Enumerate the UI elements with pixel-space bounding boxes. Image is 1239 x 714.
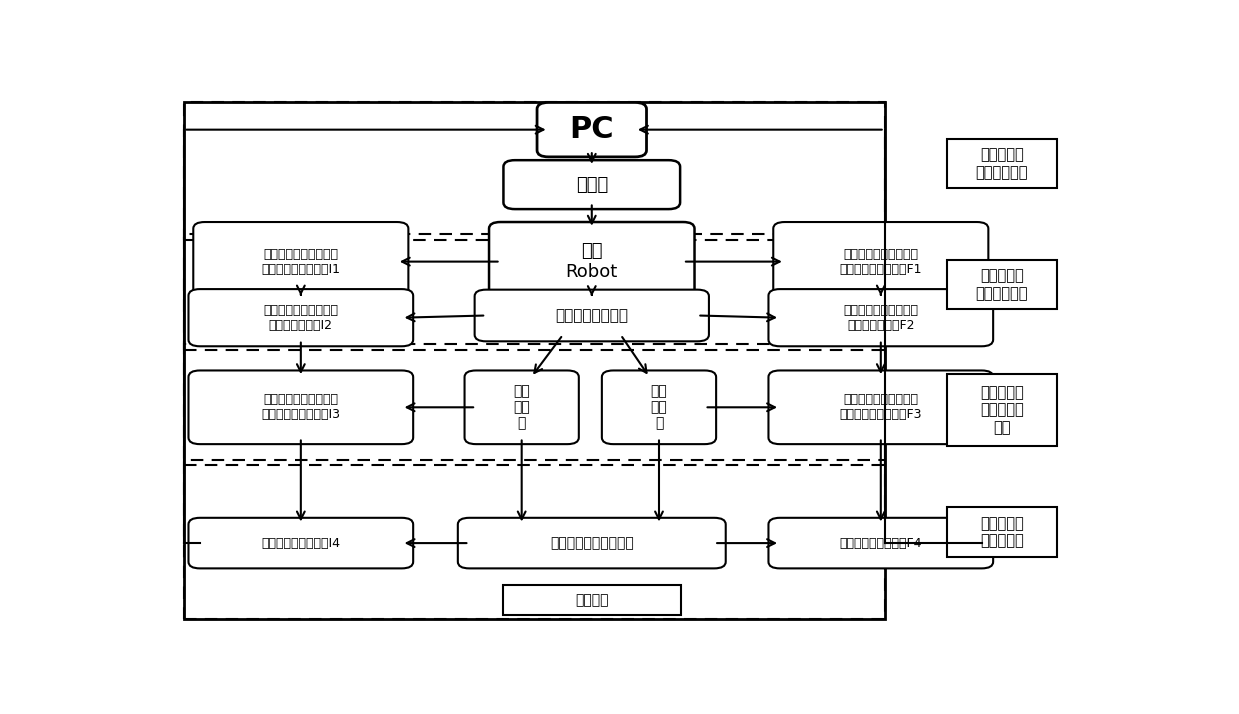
FancyBboxPatch shape <box>188 518 413 568</box>
Bar <box>947 374 1057 446</box>
FancyBboxPatch shape <box>773 222 989 301</box>
Bar <box>183 102 885 240</box>
Bar <box>947 508 1057 557</box>
Text: 新增机器人嬏程序: 新增机器人嬏程序 <box>555 308 628 323</box>
Text: 点焊试片: 点焊试片 <box>575 593 608 607</box>
Text: 焊接工艺参
数设定値，: 焊接工艺参 数设定値， <box>980 516 1023 548</box>
FancyBboxPatch shape <box>475 290 709 341</box>
FancyBboxPatch shape <box>602 371 716 444</box>
Bar <box>947 260 1057 309</box>
Text: 机器人编程位置电流测
试仪实际测量输出値I3: 机器人编程位置电流测 试仪实际测量输出値I3 <box>261 393 341 421</box>
FancyBboxPatch shape <box>188 371 413 444</box>
Bar <box>503 585 680 615</box>
Text: 新增点焊试片测试装置: 新增点焊试片测试装置 <box>550 536 633 550</box>
Text: 控制器: 控制器 <box>576 176 608 193</box>
Text: PC: PC <box>570 115 615 144</box>
Text: 实际位置自
测量、输出，: 实际位置自 测量、输出， <box>975 148 1028 180</box>
Text: 机器人编程位置机器人
自身电流测量値I2: 机器人编程位置机器人 自身电流测量値I2 <box>264 303 338 332</box>
Text: 机器人编程位置压力测
试仪实际测量输出値F3: 机器人编程位置压力测 试仪实际测量输出値F3 <box>840 393 922 421</box>
Text: 焊接工艺参
数实际测量
値，: 焊接工艺参 数实际测量 値， <box>980 385 1023 435</box>
FancyBboxPatch shape <box>536 102 647 157</box>
Text: 工艺要求焊接电流验I4: 工艺要求焊接电流验I4 <box>261 537 341 550</box>
FancyBboxPatch shape <box>465 371 579 444</box>
Text: 编程位置自
测量、输出，: 编程位置自 测量、输出， <box>975 268 1028 301</box>
FancyBboxPatch shape <box>489 222 695 301</box>
Text: 机器人实际工作位置机
器人自身电流测量値I1: 机器人实际工作位置机 器人自身电流测量値I1 <box>261 248 341 276</box>
FancyBboxPatch shape <box>768 289 994 346</box>
Bar <box>183 102 885 619</box>
Text: 焊钓
Robot: 焊钓 Robot <box>566 242 618 281</box>
Bar <box>183 344 885 465</box>
FancyBboxPatch shape <box>188 289 413 346</box>
FancyBboxPatch shape <box>503 160 680 209</box>
Text: 机器人实际工作位置机
器人自身压力输出値F1: 机器人实际工作位置机 器人自身压力输出値F1 <box>840 248 922 276</box>
FancyBboxPatch shape <box>768 518 994 568</box>
Bar <box>947 139 1057 188</box>
Text: 压力
测试
仪: 压力 测试 仪 <box>650 384 668 431</box>
Text: 工艺要求焊接压力验F4: 工艺要求焊接压力验F4 <box>840 537 922 550</box>
Text: 机器人编程位置机器人
自身压力输出値F2: 机器人编程位置机器人 自身压力输出値F2 <box>844 303 918 332</box>
Text: 电流
测试
仪: 电流 测试 仪 <box>513 384 530 431</box>
FancyBboxPatch shape <box>768 371 994 444</box>
FancyBboxPatch shape <box>193 222 409 301</box>
FancyBboxPatch shape <box>458 518 726 568</box>
Bar <box>183 234 885 350</box>
Bar <box>183 460 885 619</box>
